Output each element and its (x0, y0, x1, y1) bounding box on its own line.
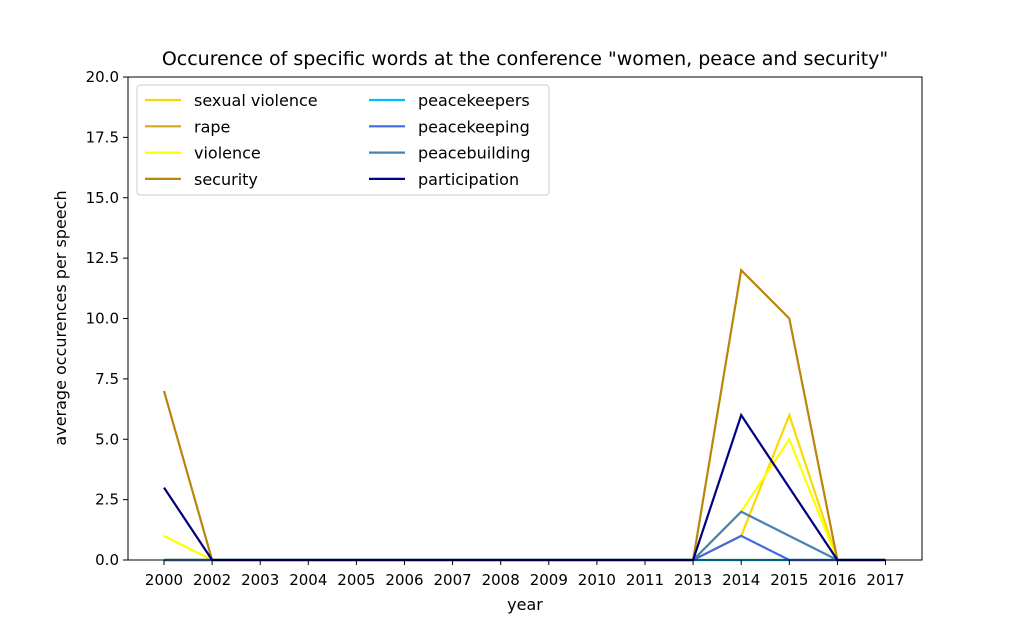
legend-label: participation (418, 170, 519, 189)
x-tick-label: 2017 (866, 571, 904, 589)
y-tick-label: 20.0 (86, 68, 119, 86)
y-tick-label: 7.5 (95, 370, 119, 388)
x-tick-label: 2011 (626, 571, 664, 589)
x-tick-label: 2008 (482, 571, 520, 589)
x-tick-label: 2010 (578, 571, 616, 589)
y-tick-label: 12.5 (86, 249, 119, 267)
x-tick-label: 2007 (434, 571, 472, 589)
x-tick-label: 2004 (289, 571, 327, 589)
plot-area: 0.0 2.5 5.0 7.5 10.0 12.5 15.0 17.5 20.0 2000 2002… (86, 68, 923, 589)
legend-label: rape (194, 117, 230, 136)
y-tick-label: 0.0 (95, 551, 119, 569)
y-tick-label: 17.5 (86, 128, 119, 146)
legend-box (136, 84, 550, 196)
x-tick-label: 2005 (337, 571, 375, 589)
y-tick-label: 2.5 (95, 491, 119, 509)
legend-label: peacekeeping (418, 117, 530, 136)
legend-label: peacebuilding (418, 144, 531, 163)
series-line-security (162, 267, 886, 562)
x-tick-label: 2013 (674, 571, 712, 589)
y-tick-label: 5.0 (95, 430, 119, 448)
legend-label: security (194, 170, 258, 189)
legend-label: sexual violence (194, 91, 318, 110)
x-tick-label: 2002 (193, 571, 231, 589)
series-line-sexual-violence (164, 411, 886, 562)
y-tick-label: 15.0 (86, 189, 119, 207)
series-line-participation (163, 412, 886, 562)
x-tick-label: 2014 (722, 571, 760, 589)
x-tick-label: 2009 (530, 571, 568, 589)
x-tick-label: 2006 (385, 571, 423, 589)
series-line-violence (163, 436, 886, 562)
x-axis-label: year (507, 595, 543, 614)
x-tick-label: 2016 (818, 571, 856, 589)
x-tick-label: 2000 (145, 571, 183, 589)
y-axis-label: average occurences per speech (51, 190, 70, 445)
x-tick-label: 2015 (770, 571, 808, 589)
series-line-peacekeeping (164, 534, 886, 562)
legend-label: violence (194, 144, 261, 163)
legend-label: peacekeepers (418, 91, 530, 110)
legend: sexual violence rape violence security peace… (136, 84, 550, 196)
x-tick-label: 2003 (241, 571, 279, 589)
y-tick-label: 10.0 (86, 310, 119, 328)
chart-title: Occurence of specific words at the confe… (162, 48, 888, 70)
